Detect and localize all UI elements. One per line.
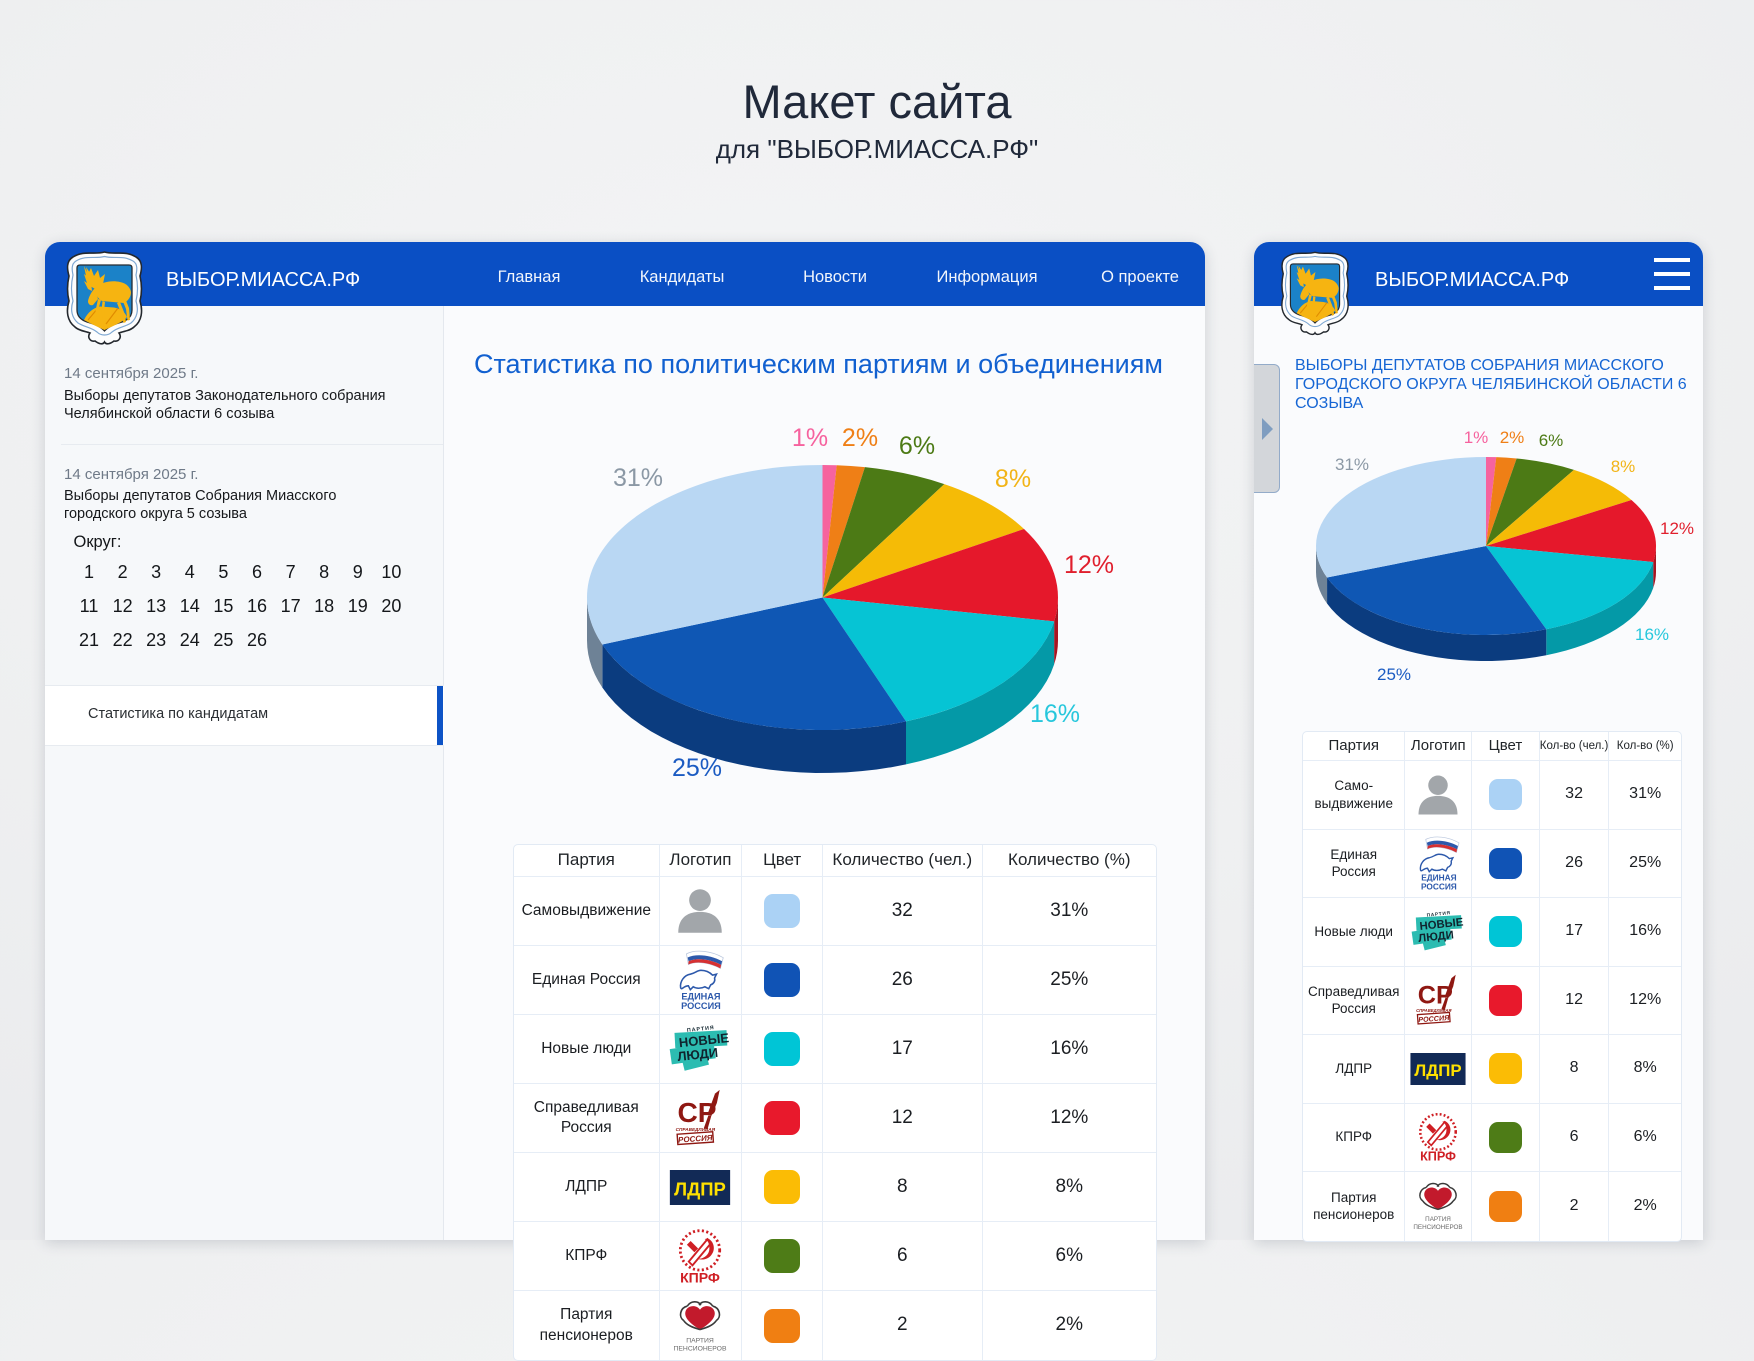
svg-text:16%: 16% bbox=[1030, 700, 1080, 728]
svg-text:СР: СР bbox=[1418, 982, 1453, 1010]
svg-text:НОВЫЕ: НОВЫЕ bbox=[1419, 917, 1464, 934]
svg-text:6%: 6% bbox=[899, 432, 935, 460]
svg-text:ЕДИНАЯ: ЕДИНАЯ bbox=[682, 991, 721, 1001]
svg-text:СПРАВЕДЛИВАЯ: СПРАВЕДЛИВАЯ bbox=[676, 1127, 716, 1132]
svg-text:КПРФ: КПРФ bbox=[1420, 1150, 1456, 1164]
svg-text:ЛЮДИ: ЛЮДИ bbox=[1418, 930, 1455, 946]
svg-text:25%: 25% bbox=[1377, 665, 1411, 684]
svg-text:РОССИЯ: РОССИЯ bbox=[682, 1001, 722, 1011]
svg-text:12%: 12% bbox=[1064, 551, 1114, 579]
svg-text:РОССИЯ: РОССИЯ bbox=[1421, 882, 1457, 892]
svg-text:ЛДПР: ЛДПР bbox=[1415, 1061, 1462, 1080]
svg-text:ПАРТИЯ: ПАРТИЯ bbox=[1425, 1216, 1451, 1223]
svg-text:ЛЮДИ: ЛЮДИ bbox=[677, 1045, 719, 1064]
svg-text:РОССИЯ: РОССИЯ bbox=[678, 1133, 713, 1144]
svg-text:6%: 6% bbox=[1539, 431, 1564, 450]
svg-text:ПАРТИЯ: ПАРТИЯ bbox=[687, 1025, 715, 1034]
svg-text:8%: 8% bbox=[995, 465, 1031, 493]
svg-text:16%: 16% bbox=[1635, 625, 1669, 644]
svg-text:СР: СР bbox=[678, 1097, 717, 1128]
svg-text:1%: 1% bbox=[792, 424, 828, 452]
svg-text:12%: 12% bbox=[1660, 519, 1694, 538]
svg-text:НОВЫЕ: НОВЫЕ bbox=[679, 1030, 731, 1050]
svg-text:ПЕНСИОНЕРОВ: ПЕНСИОНЕРОВ bbox=[674, 1345, 727, 1352]
svg-text:ПАРТИЯ: ПАРТИЯ bbox=[687, 1337, 715, 1344]
svg-text:РОССИЯ: РОССИЯ bbox=[1418, 1014, 1450, 1024]
svg-text:1%: 1% bbox=[1464, 428, 1489, 447]
svg-text:ЕДИНАЯ: ЕДИНАЯ bbox=[1421, 873, 1456, 883]
svg-text:8%: 8% bbox=[1611, 457, 1636, 476]
svg-text:2%: 2% bbox=[1500, 428, 1525, 447]
svg-text:2%: 2% bbox=[842, 424, 878, 452]
svg-text:СПРАВЕДЛИВАЯ: СПРАВЕДЛИВАЯ bbox=[1416, 1008, 1452, 1013]
svg-text:31%: 31% bbox=[1335, 455, 1369, 474]
svg-text:ПЕНСИОНЕРОВ: ПЕНСИОНЕРОВ bbox=[1414, 1224, 1463, 1231]
svg-text:25%: 25% bbox=[672, 754, 722, 782]
svg-text:ЛДПР: ЛДПР bbox=[675, 1178, 727, 1199]
svg-text:31%: 31% bbox=[613, 464, 663, 492]
svg-text:ПАРТИЯ: ПАРТИЯ bbox=[1427, 910, 1452, 917]
svg-text:КПРФ: КПРФ bbox=[681, 1269, 721, 1285]
